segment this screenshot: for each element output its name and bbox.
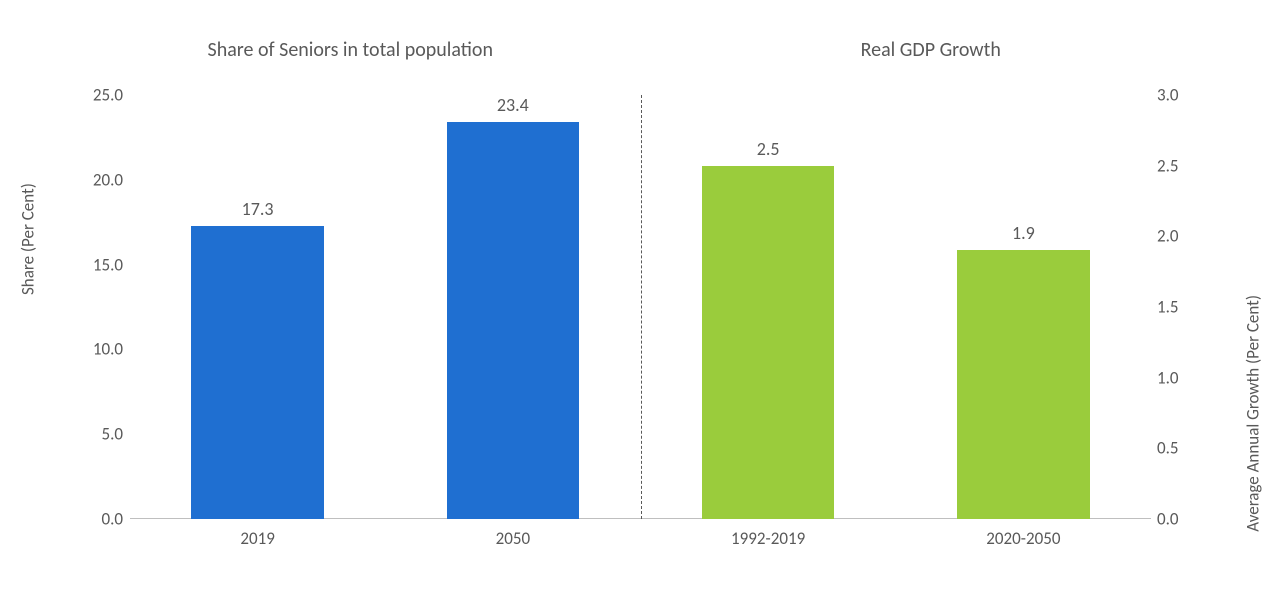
right-y-tick: 2.0 (1157, 226, 1199, 247)
right-chart-title: Real GDP Growth (641, 38, 1281, 62)
left-y-tick: 15.0 (75, 254, 123, 275)
right-y-tick: 0.5 (1157, 438, 1199, 459)
titles-row: Share of Seniors in total population Rea… (0, 38, 1281, 62)
right-y-tick: 1.0 (1157, 367, 1199, 388)
right-bar: 1.9 (957, 250, 1090, 519)
right-x-tick: 2020-2050 (896, 528, 1151, 549)
left-y-tick: 5.0 (75, 424, 123, 445)
left-chart-title: Share of Seniors in total population (0, 38, 641, 62)
dual-bar-chart: Share of Seniors in total population Rea… (0, 0, 1281, 589)
right-bar-value-label: 1.9 (957, 222, 1090, 244)
right-y-axis-label: Average Annual Growth (Per Cent) (1243, 295, 1264, 532)
panel-divider (641, 95, 642, 519)
left-y-tick: 0.0 (75, 509, 123, 530)
right-bar-value-label: 2.5 (702, 138, 835, 160)
right-y-tick: 0.0 (1157, 509, 1199, 530)
plot-area: 0.05.010.015.020.025.017.3201923.420500.… (130, 95, 1151, 519)
left-x-tick: 2019 (130, 528, 385, 549)
left-x-tick: 2050 (385, 528, 640, 549)
right-x-tick: 1992-2019 (641, 528, 896, 549)
right-y-tick: 2.5 (1157, 155, 1199, 176)
right-y-tick: 1.5 (1157, 297, 1199, 318)
left-y-tick: 20.0 (75, 169, 123, 190)
left-y-tick: 25.0 (75, 85, 123, 106)
left-y-tick: 10.0 (75, 339, 123, 360)
left-bar-value-label: 23.4 (447, 94, 580, 116)
left-y-axis-label: Share (Per Cent) (18, 183, 39, 295)
left-bar: 23.4 (447, 122, 580, 519)
left-bar: 17.3 (191, 226, 324, 519)
right-bar: 2.5 (702, 166, 835, 519)
right-y-tick: 3.0 (1157, 85, 1199, 106)
left-bar-value-label: 17.3 (191, 198, 324, 220)
